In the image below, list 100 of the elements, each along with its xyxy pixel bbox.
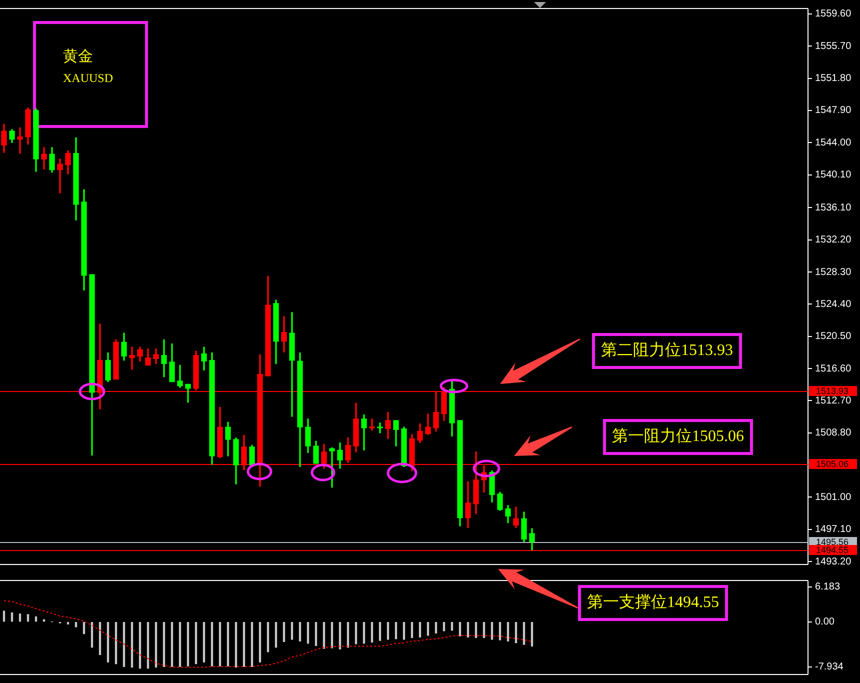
bar — [218, 622, 222, 666]
bar — [338, 622, 342, 650]
text: 黄金 — [63, 48, 93, 66]
text: XAUUSD — [63, 71, 114, 86]
y-tick-label: 1555.70 — [815, 40, 852, 52]
bar — [90, 622, 94, 648]
ref-line-label: 1495.56 — [816, 536, 849, 547]
y-tick-label: 1528.30 — [815, 266, 852, 278]
y-tick-label: 1501.00 — [815, 492, 852, 503]
candlestick — [17, 127, 23, 154]
bar — [354, 622, 358, 644]
bar — [2, 610, 6, 622]
ref-line-label: 1505.06 — [816, 458, 849, 469]
bar — [410, 622, 414, 638]
y-tick-label: 1551.80 — [815, 73, 852, 84]
bar — [370, 622, 374, 643]
bar — [10, 612, 14, 622]
bar — [186, 622, 190, 666]
bar — [162, 622, 166, 667]
line-series — [4, 600, 532, 668]
y-tick-label: 1536.10 — [815, 202, 852, 214]
bar — [234, 622, 238, 668]
y-tick-label: 1508.80 — [815, 428, 852, 439]
bar — [274, 622, 278, 648]
candlestick — [177, 364, 183, 388]
y-tick-label: 1524.40 — [815, 298, 852, 310]
bar — [506, 622, 510, 642]
y-tick-label: 0.00 — [815, 616, 835, 628]
y-tick-label: 1540.10 — [815, 170, 852, 181]
annotation: 第二阻力位1513.93 — [601, 341, 733, 361]
y-tick-label: 1497.10 — [815, 524, 852, 536]
y-tick-label: 1544.00 — [815, 137, 852, 148]
bar — [306, 622, 310, 644]
bar — [210, 622, 214, 666]
bar — [314, 622, 318, 646]
annotation: 第一阻力位1505.06 — [612, 427, 744, 447]
candlestick — [41, 147, 47, 170]
bar — [202, 622, 206, 662]
bar — [130, 622, 134, 668]
candlestick — [129, 346, 135, 370]
y-tick-label: 1493.20 — [815, 556, 852, 568]
bar — [394, 622, 398, 640]
bar — [458, 622, 462, 636]
bar — [466, 622, 470, 638]
bar — [386, 622, 390, 640]
bar — [330, 622, 334, 648]
bar — [178, 622, 182, 667]
candlestick — [161, 339, 167, 378]
bar — [490, 622, 494, 640]
bar — [82, 622, 86, 634]
y-tick-label: 1512.70 — [815, 395, 852, 406]
y-tick-label: 1559.60 — [815, 8, 852, 20]
candlestick — [57, 158, 63, 194]
bar — [146, 622, 150, 669]
bar — [378, 622, 382, 641]
bar — [498, 622, 502, 640]
y-tick-label: 1516.60 — [815, 363, 852, 374]
bar — [450, 622, 454, 631]
bar — [514, 622, 518, 644]
y-tick-label: 6.183 — [815, 582, 840, 593]
y-tick-label: -7.934 — [815, 662, 844, 673]
bar — [266, 622, 270, 652]
bar — [194, 622, 198, 664]
bar — [322, 622, 326, 649]
bar — [298, 622, 302, 642]
ref-line-label: 1494.55 — [816, 544, 849, 555]
candlestick — [377, 422, 383, 434]
bar — [442, 622, 446, 632]
bar — [122, 622, 126, 667]
bar — [522, 622, 526, 645]
annotation: 第一支撑位1494.55 — [587, 593, 719, 613]
bar — [226, 622, 230, 666]
bar — [362, 622, 366, 644]
ref-line-label: 1513.93 — [816, 386, 849, 396]
bar — [138, 622, 142, 669]
bar — [282, 622, 286, 642]
bar — [434, 622, 438, 634]
candlestick — [185, 384, 191, 403]
bar — [98, 622, 102, 656]
bar — [26, 614, 30, 622]
bar — [18, 614, 22, 622]
y-tick-label: 1520.50 — [815, 331, 852, 342]
bar — [258, 622, 262, 662]
bar — [250, 622, 254, 667]
bar — [154, 622, 158, 668]
bar — [426, 622, 430, 636]
bar — [290, 622, 294, 640]
bar — [74, 622, 78, 628]
y-tick-label: 1547.90 — [815, 105, 852, 116]
bar — [346, 622, 350, 648]
bar — [530, 622, 534, 647]
bar — [402, 622, 406, 640]
candlestick — [369, 418, 375, 431]
bar — [482, 622, 486, 638]
y-tick-label: 1532.20 — [815, 234, 852, 246]
bar — [42, 619, 46, 622]
bar — [170, 622, 174, 667]
bar — [242, 622, 246, 667]
bar — [114, 622, 118, 664]
bar — [474, 622, 478, 638]
